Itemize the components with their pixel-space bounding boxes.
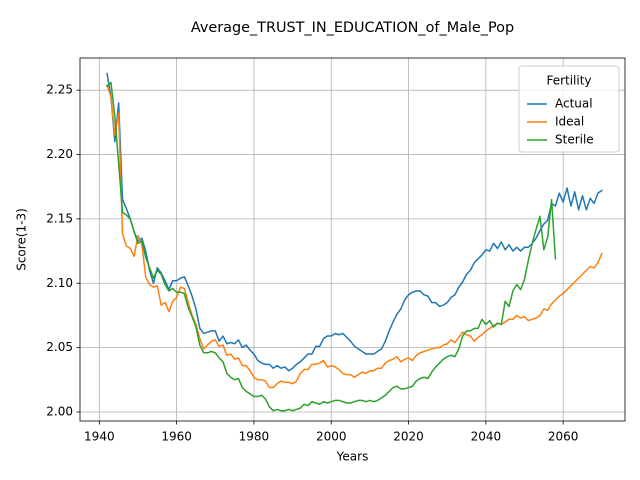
x-tick-label: 2000 (316, 430, 347, 444)
legend-box (518, 65, 620, 153)
x-tick-label: 2040 (471, 430, 502, 444)
x-tick-label: 1940 (84, 430, 115, 444)
legend-entries: Actual Ideal Sterile (527, 97, 594, 147)
chart-title: Average_TRUST_IN_EDUCATION_of_Male_Pop (191, 20, 514, 36)
y-tick-label: 2.05 (46, 340, 73, 354)
y-tick-label: 2.10 (46, 276, 73, 290)
series-line-sterile (105, 81, 557, 412)
plot-frame (79, 57, 626, 422)
x-tick-label: 2020 (393, 430, 424, 444)
series-lines (105, 72, 603, 412)
x-tick-label: 1980 (239, 430, 270, 444)
x-tick-label: 1960 (161, 430, 192, 444)
legend-label-actual: Actual (555, 97, 593, 111)
x-axis-title: Years (336, 450, 369, 464)
y-tick-label: 2.15 (46, 211, 73, 225)
y-tick-label: 2.20 (46, 147, 73, 161)
legend-label-sterile: Sterile (555, 133, 594, 147)
x-tick-label: 2060 (548, 430, 579, 444)
legend: Fertility Actual Ideal Sterile (518, 65, 620, 153)
series-line-actual (106, 72, 603, 372)
series-line-ideal (106, 84, 603, 389)
y-tick-label: 2.25 (46, 83, 73, 97)
grid-lines (80, 58, 625, 421)
y-tick-label: 2.00 (46, 404, 73, 418)
legend-title: Fertility (546, 74, 591, 88)
x-axis-ticks: 1940 1960 1980 2000 2020 2040 2060 (84, 421, 578, 444)
legend-label-ideal: Ideal (555, 115, 584, 129)
y-axis-ticks: 2.00 2.05 2.10 2.15 2.20 2.25 (46, 83, 80, 418)
y-axis-title: Score(1-3) (15, 208, 29, 271)
